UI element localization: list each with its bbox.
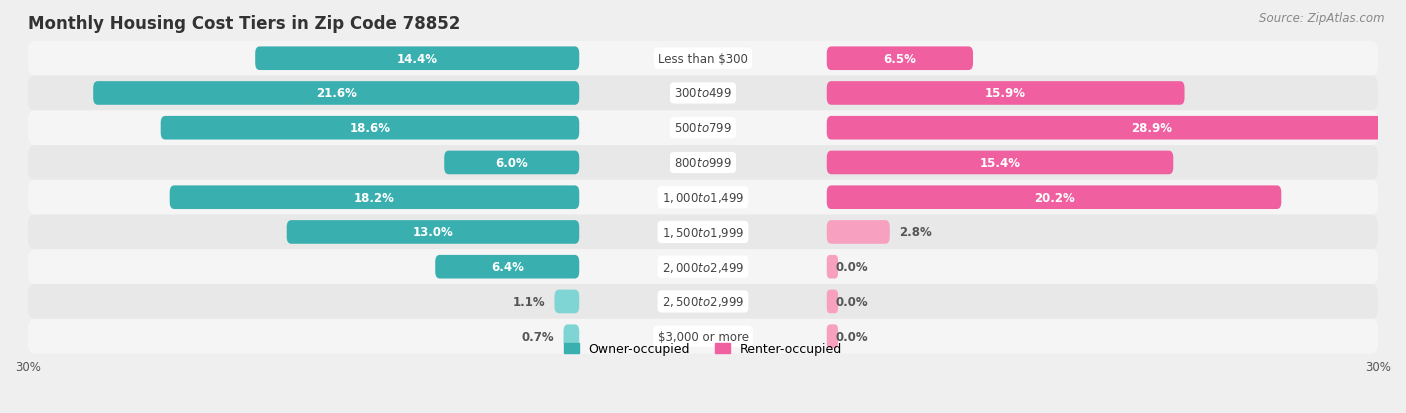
FancyBboxPatch shape xyxy=(256,47,579,71)
Text: 18.6%: 18.6% xyxy=(350,122,391,135)
FancyBboxPatch shape xyxy=(554,290,579,313)
Text: 2.8%: 2.8% xyxy=(898,226,932,239)
FancyBboxPatch shape xyxy=(827,221,890,244)
Text: $3,000 or more: $3,000 or more xyxy=(658,330,748,343)
Text: 20.2%: 20.2% xyxy=(1033,191,1074,204)
Text: 18.2%: 18.2% xyxy=(354,191,395,204)
FancyBboxPatch shape xyxy=(28,146,1378,180)
Text: 21.6%: 21.6% xyxy=(316,87,357,100)
FancyBboxPatch shape xyxy=(827,116,1406,140)
FancyBboxPatch shape xyxy=(28,285,1378,319)
FancyBboxPatch shape xyxy=(827,47,973,71)
Text: Less than $300: Less than $300 xyxy=(658,52,748,66)
FancyBboxPatch shape xyxy=(28,215,1378,250)
Text: 0.0%: 0.0% xyxy=(835,295,869,308)
Text: 13.0%: 13.0% xyxy=(412,226,453,239)
FancyBboxPatch shape xyxy=(28,111,1378,146)
Text: 1.1%: 1.1% xyxy=(513,295,546,308)
Text: 0.0%: 0.0% xyxy=(835,330,869,343)
FancyBboxPatch shape xyxy=(444,151,579,175)
Text: Source: ZipAtlas.com: Source: ZipAtlas.com xyxy=(1260,12,1385,25)
FancyBboxPatch shape xyxy=(287,221,579,244)
Text: Monthly Housing Cost Tiers in Zip Code 78852: Monthly Housing Cost Tiers in Zip Code 7… xyxy=(28,15,460,33)
FancyBboxPatch shape xyxy=(93,82,579,106)
FancyBboxPatch shape xyxy=(827,290,838,313)
Text: $500 to $799: $500 to $799 xyxy=(673,122,733,135)
Text: $2,000 to $2,499: $2,000 to $2,499 xyxy=(662,260,744,274)
FancyBboxPatch shape xyxy=(827,255,838,279)
Text: 6.4%: 6.4% xyxy=(491,261,523,273)
Text: $2,500 to $2,999: $2,500 to $2,999 xyxy=(662,295,744,309)
FancyBboxPatch shape xyxy=(827,82,1184,106)
FancyBboxPatch shape xyxy=(28,76,1378,111)
Text: 6.0%: 6.0% xyxy=(495,157,529,170)
FancyBboxPatch shape xyxy=(827,186,1281,209)
FancyBboxPatch shape xyxy=(28,319,1378,354)
FancyBboxPatch shape xyxy=(436,255,579,279)
FancyBboxPatch shape xyxy=(827,325,838,348)
Text: 0.7%: 0.7% xyxy=(522,330,554,343)
FancyBboxPatch shape xyxy=(564,325,579,348)
Text: 6.5%: 6.5% xyxy=(883,52,917,66)
FancyBboxPatch shape xyxy=(170,186,579,209)
FancyBboxPatch shape xyxy=(28,42,1378,76)
Text: 15.9%: 15.9% xyxy=(986,87,1026,100)
Text: $800 to $999: $800 to $999 xyxy=(673,157,733,170)
Text: 15.4%: 15.4% xyxy=(980,157,1021,170)
Text: 0.0%: 0.0% xyxy=(835,261,869,273)
Text: $300 to $499: $300 to $499 xyxy=(673,87,733,100)
Text: 28.9%: 28.9% xyxy=(1132,122,1173,135)
FancyBboxPatch shape xyxy=(28,250,1378,285)
Text: 14.4%: 14.4% xyxy=(396,52,437,66)
Text: $1,500 to $1,999: $1,500 to $1,999 xyxy=(662,225,744,240)
FancyBboxPatch shape xyxy=(160,116,579,140)
FancyBboxPatch shape xyxy=(28,180,1378,215)
Text: $1,000 to $1,499: $1,000 to $1,499 xyxy=(662,191,744,205)
Legend: Owner-occupied, Renter-occupied: Owner-occupied, Renter-occupied xyxy=(564,342,842,356)
FancyBboxPatch shape xyxy=(827,151,1173,175)
